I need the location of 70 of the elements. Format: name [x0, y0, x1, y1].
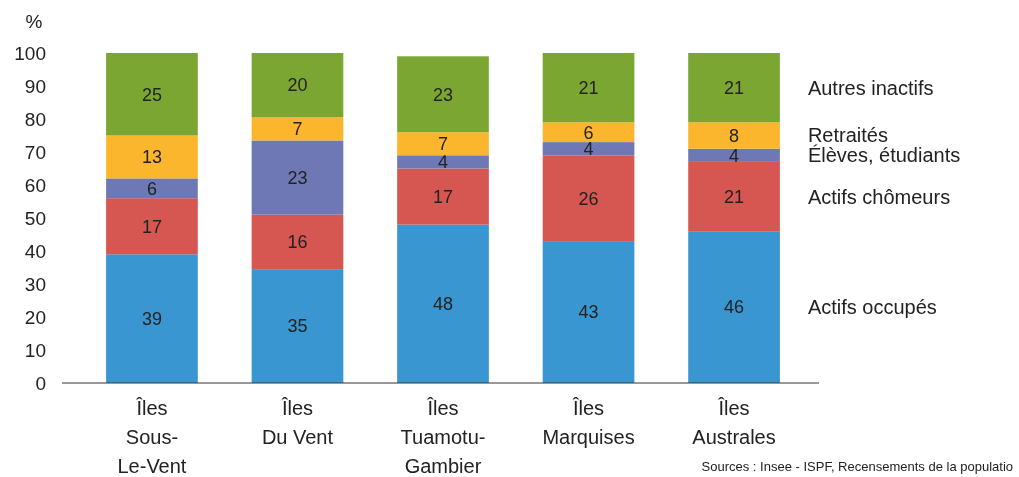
data-label: 4: [437, 152, 449, 173]
y-tick-label: 30: [24, 273, 46, 295]
y-tick-label: 20: [24, 306, 46, 328]
bar: [251, 140, 344, 215]
bar: [688, 53, 780, 123]
y-tick-label: 0: [35, 372, 46, 394]
data-label: 6: [146, 178, 157, 199]
x-tick-label: Îles Tuamotu-Gambier: [400, 397, 486, 477]
y-tick-label: 10: [24, 339, 46, 361]
bar: [542, 142, 635, 156]
y-axis-title: %: [25, 11, 43, 32]
bar: [688, 161, 780, 232]
data-label: 21: [724, 77, 745, 98]
bar: [397, 56, 489, 133]
data-label: 35: [287, 316, 308, 337]
data-label: 13: [141, 147, 162, 168]
series-label: Actifs occupés: [807, 296, 937, 319]
bar: [397, 168, 489, 225]
data-label: 25: [141, 84, 162, 105]
x-tick-label: Îles Sous-Le-Vent: [117, 397, 187, 477]
series-label: Actifs chômeurs: [807, 185, 951, 208]
y-tick-label: 60: [24, 174, 46, 196]
data-label: 16: [287, 232, 308, 253]
bar: [688, 122, 780, 149]
bar: [106, 135, 198, 179]
data-label: 4: [729, 145, 740, 166]
data-label: 23: [287, 167, 308, 188]
bar: [106, 198, 198, 255]
data-label: 23: [432, 84, 454, 105]
bar: [106, 254, 198, 383]
bar: [251, 53, 344, 118]
x-tick-label: Îles Du Vent: [261, 397, 334, 448]
bar: [542, 53, 635, 123]
data-label: 46: [724, 297, 745, 318]
bar: [397, 155, 489, 169]
y-tick-label: 70: [24, 141, 46, 163]
x-tick-label: Îles Marquises: [542, 397, 635, 448]
bar: [106, 178, 198, 199]
bar: [542, 122, 635, 143]
bar: [542, 241, 635, 383]
data-label: 21: [724, 186, 745, 207]
bar: [688, 231, 780, 383]
bar: [251, 269, 344, 383]
bar: [542, 155, 635, 242]
data-label: 8: [729, 125, 740, 146]
bar: [106, 53, 198, 136]
y-tick-label: 80: [24, 108, 46, 130]
data-label: 7: [437, 134, 449, 155]
y-tick-label: 40: [24, 240, 46, 262]
bar: [397, 132, 489, 156]
data-label: 7: [292, 119, 303, 140]
data-label: 20: [287, 75, 308, 96]
data-label: 17: [432, 186, 454, 207]
source-note: Sources : Insee - ISPF, Recensements de la populatio: [701, 459, 1013, 474]
data-label: 48: [432, 294, 454, 315]
y-tick-label: 100: [14, 42, 46, 64]
series-label: Élèves, étudiants: [807, 144, 961, 167]
y-tick-label: 50: [24, 207, 46, 229]
x-tick-label: Îles Australes: [692, 397, 776, 448]
data-label: 43: [578, 302, 599, 323]
data-label: 26: [578, 188, 599, 209]
data-label: 17: [141, 216, 162, 237]
y-tick-label: 90: [24, 75, 46, 97]
bar: [688, 148, 780, 162]
bar: [251, 214, 344, 270]
bar: [397, 224, 489, 383]
data-label: 39: [141, 308, 162, 329]
data-label: 21: [578, 77, 599, 98]
series-label: Autres inactifs: [807, 76, 934, 99]
bar: [251, 117, 344, 141]
